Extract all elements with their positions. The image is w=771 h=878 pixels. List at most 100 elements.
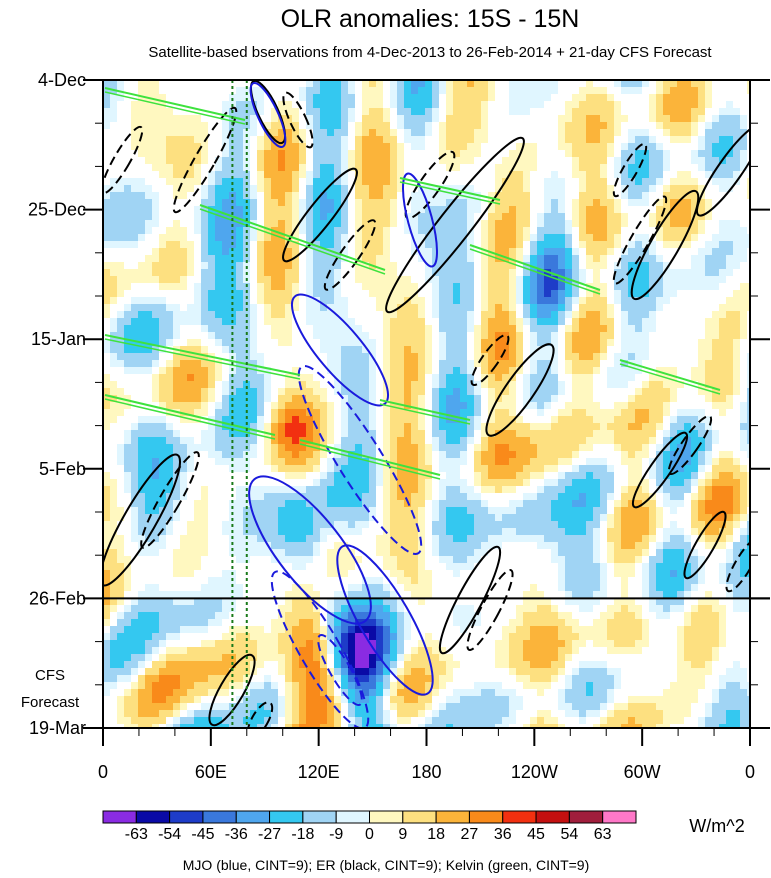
heatmap-cell (740, 192, 748, 200)
heatmap-cell (243, 339, 251, 347)
heatmap-cell (607, 108, 615, 116)
heatmap-cell (544, 199, 552, 207)
heatmap-cell (250, 136, 258, 144)
heatmap-cell (124, 199, 132, 207)
heatmap-cell (362, 87, 370, 95)
heatmap-cell (726, 318, 734, 326)
heatmap-cell (481, 234, 489, 242)
heatmap-cell (341, 395, 349, 403)
heatmap-cell (264, 122, 272, 130)
heatmap-cell (712, 409, 720, 417)
heatmap-cell (390, 409, 398, 417)
heatmap-cell (691, 276, 699, 284)
heatmap-cell (180, 171, 188, 179)
heatmap-cell (390, 430, 398, 438)
heatmap-cell (285, 157, 293, 165)
heatmap-cell (593, 129, 601, 137)
heatmap-cell (278, 185, 286, 193)
heatmap-cell (586, 101, 594, 109)
heatmap-cell (271, 304, 279, 312)
heatmap-cell (586, 108, 594, 116)
heatmap-cell (194, 283, 202, 291)
heatmap-cell (222, 108, 230, 116)
heatmap-cell (376, 353, 384, 361)
heatmap-cell (621, 409, 629, 417)
heatmap-cell (719, 346, 727, 354)
heatmap-cell (159, 220, 167, 228)
heatmap-cell (537, 374, 545, 382)
heatmap-cell (348, 416, 356, 424)
heatmap-cell (488, 388, 496, 396)
heatmap-cell (152, 178, 160, 186)
heatmap-cell (712, 157, 720, 165)
heatmap-cell (355, 269, 363, 277)
heatmap-cell (621, 136, 629, 144)
heatmap-cell (551, 94, 559, 102)
heatmap-cell (516, 276, 524, 284)
heatmap-cell (376, 255, 384, 263)
heatmap-cell (306, 402, 314, 410)
heatmap-cell (313, 318, 321, 326)
heatmap-cell (537, 290, 545, 298)
heatmap-cell (635, 94, 643, 102)
heatmap-cell (712, 353, 720, 361)
heatmap-cell (355, 122, 363, 130)
heatmap-cell (229, 297, 237, 305)
heatmap-cell (418, 325, 426, 333)
heatmap-cell (201, 115, 209, 123)
heatmap-cell (271, 108, 279, 116)
heatmap-cell (369, 192, 377, 200)
heatmap-cell (684, 87, 692, 95)
heatmap-cell (551, 304, 559, 312)
heatmap-cell (152, 381, 160, 389)
heatmap-cell (460, 332, 468, 340)
heatmap-cell (460, 129, 468, 137)
heatmap-cell (264, 136, 272, 144)
heatmap-cell (390, 115, 398, 123)
heatmap-cell (467, 164, 475, 172)
heatmap-cell (628, 157, 636, 165)
heatmap-cell (334, 192, 342, 200)
heatmap-cell (733, 332, 741, 340)
heatmap-cell (173, 374, 181, 382)
heatmap-cell (355, 395, 363, 403)
heatmap-cell (215, 416, 223, 424)
heatmap-cell (411, 206, 419, 214)
heatmap-cell (642, 430, 650, 438)
heatmap-cell (537, 227, 545, 235)
heatmap-cell (642, 136, 650, 144)
heatmap-cell (579, 332, 587, 340)
heatmap-cell (425, 234, 433, 242)
heatmap-cell (733, 297, 741, 305)
heatmap-cell (670, 199, 678, 207)
heatmap-cell (103, 381, 111, 389)
heatmap-cell (488, 381, 496, 389)
heatmap-cell (369, 108, 377, 116)
heatmap-cell (222, 171, 230, 179)
heatmap-cell (474, 416, 482, 424)
heatmap-cell (509, 234, 517, 242)
heatmap-cell (719, 283, 727, 291)
heatmap-cell (726, 220, 734, 228)
heatmap-cell (397, 283, 405, 291)
heatmap-cell (425, 178, 433, 186)
heatmap-cell (404, 360, 412, 368)
heatmap-cell (628, 430, 636, 438)
heatmap-cell (194, 353, 202, 361)
heatmap-cell (572, 304, 580, 312)
heatmap-cell (285, 262, 293, 270)
heatmap-cell (285, 283, 293, 291)
heatmap-cell (733, 108, 741, 116)
heatmap-cell (453, 185, 461, 193)
heatmap-cell (306, 423, 314, 431)
heatmap-cell (642, 157, 650, 165)
heatmap-cell (355, 157, 363, 165)
heatmap-cell (117, 213, 125, 221)
heatmap-cell (565, 213, 573, 221)
heatmap-cell (593, 213, 601, 221)
heatmap-cell (607, 367, 615, 375)
heatmap-cell (509, 115, 517, 123)
heatmap-cell (628, 115, 636, 123)
heatmap-cell (404, 283, 412, 291)
heatmap-cell (313, 241, 321, 249)
